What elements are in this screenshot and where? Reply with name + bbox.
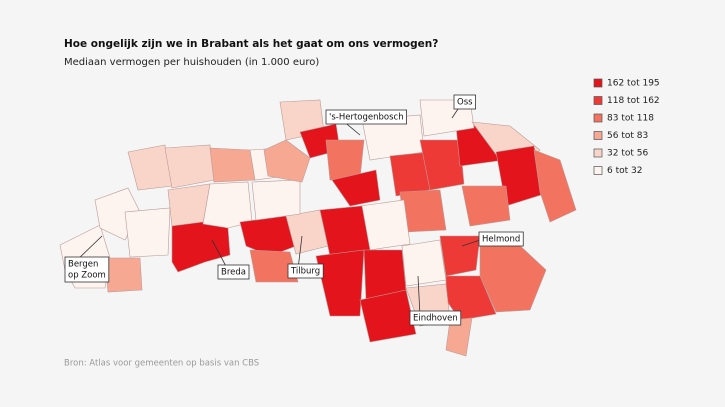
legend-label: 56 tot 83 (607, 131, 648, 141)
municipality (164, 144, 215, 189)
city-label: Helmond (461, 231, 524, 247)
city-label: Oss (451, 94, 476, 119)
title: Hoe ongelijk zijn we in Brabant als het … (64, 38, 438, 50)
legend-swatch (593, 78, 603, 88)
municipality (171, 221, 231, 273)
leader-line (297, 235, 303, 270)
source: Bron: Atlas voor gemeenten op basis van … (64, 359, 259, 369)
city-label: Eindhoven (409, 275, 462, 326)
legend-label: 6 tot 32 (607, 166, 642, 176)
city-label: 's-Hertogenbosch (325, 109, 407, 136)
legend-swatch (593, 148, 603, 158)
municipality (315, 249, 365, 317)
municipality (401, 239, 447, 287)
subtitle: Mediaan vermogen per huishouden (in 1.00… (64, 57, 319, 68)
legend-swatch (593, 131, 603, 140)
city-name: 's-Hertogenbosch (329, 113, 404, 123)
city-name: Eindhoven (413, 314, 458, 324)
municipality (331, 169, 381, 207)
leader-line (417, 275, 421, 317)
municipality (124, 207, 171, 258)
municipality (251, 179, 301, 221)
city-name: Bergen (68, 260, 98, 270)
legend-swatch (593, 113, 603, 123)
municipality (359, 289, 417, 343)
label-box (453, 94, 476, 110)
legend-label: 32 tot 56 (607, 149, 648, 159)
label-box (409, 310, 462, 326)
legend: 162 tot 195 118 tot 162 83 tot 118 56 tot 8… (593, 78, 660, 176)
municipality (461, 185, 511, 227)
legend-label: 118 tot 162 (607, 96, 660, 106)
municipality (445, 317, 473, 357)
legend-swatch (593, 96, 603, 105)
label-box (287, 263, 324, 279)
map (59, 99, 577, 357)
label-box (217, 264, 250, 280)
legend-label: 83 tot 118 (607, 114, 654, 124)
city-name: Breda (221, 268, 246, 278)
label-box (64, 256, 110, 283)
municipality (439, 235, 481, 277)
city-name: Helmond (482, 235, 520, 245)
municipality (202, 181, 253, 229)
municipality (419, 139, 465, 191)
legend-swatch (593, 166, 603, 175)
municipality (533, 149, 577, 223)
municipality (249, 249, 299, 283)
city-name: Oss (457, 98, 473, 108)
city-label: Tilburg (287, 235, 324, 279)
municipality (319, 205, 371, 257)
label-box (325, 109, 407, 125)
city-name: op Zoom (68, 271, 106, 281)
municipality (104, 257, 143, 293)
legend-label: 162 tot 195 (607, 79, 660, 89)
municipality (263, 139, 311, 183)
city-name: Tilburg (290, 267, 320, 277)
municipality (209, 147, 256, 183)
city-label: Breda (211, 239, 250, 280)
label-box (478, 231, 524, 247)
